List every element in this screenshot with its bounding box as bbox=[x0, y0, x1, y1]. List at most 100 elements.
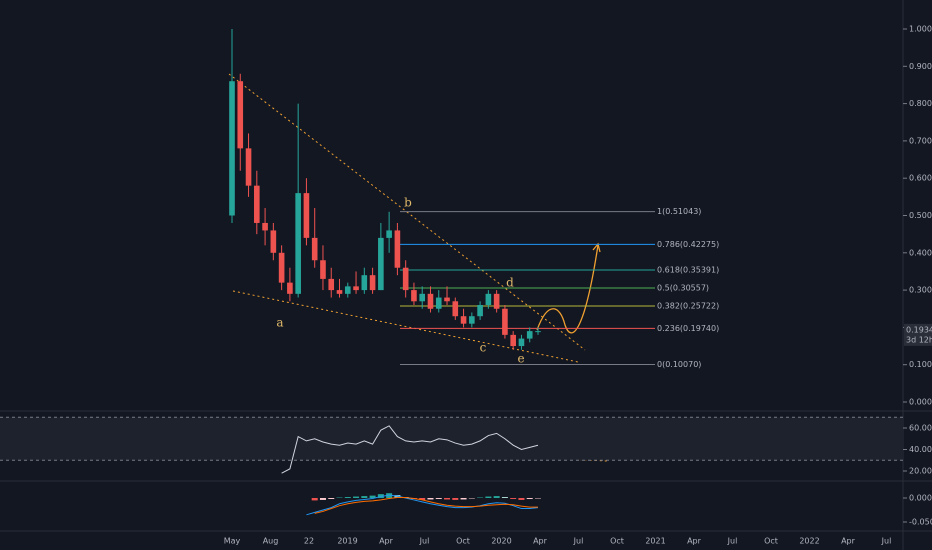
wave-label: b bbox=[404, 196, 412, 210]
macd-bar bbox=[344, 497, 351, 499]
candle-body bbox=[411, 290, 417, 302]
macd-bar bbox=[328, 498, 335, 499]
candle-body bbox=[427, 293, 434, 309]
countdown: 3d 12h bbox=[906, 335, 932, 344]
last-price-box bbox=[904, 323, 932, 346]
candle-body bbox=[353, 286, 359, 291]
y-tick-label: 0.80000 bbox=[909, 99, 932, 108]
x-tick-label: Jul bbox=[881, 537, 892, 546]
x-tick-label: Apr bbox=[687, 537, 702, 546]
candle-body bbox=[452, 301, 459, 317]
fib-label: 0(0.10070) bbox=[657, 360, 701, 369]
macd-bar bbox=[493, 496, 500, 499]
macd-bar bbox=[419, 498, 426, 500]
macd-bar bbox=[510, 498, 517, 499]
y-tick-label: 60.00 bbox=[909, 424, 932, 433]
candle-body bbox=[278, 252, 285, 283]
candle-body bbox=[328, 278, 335, 291]
y-tick-label: 0.10000 bbox=[909, 360, 932, 369]
rsi-line bbox=[281, 425, 539, 474]
x-tick-label: 2021 bbox=[645, 537, 665, 546]
candle-body bbox=[394, 230, 401, 268]
macd-line bbox=[314, 497, 538, 514]
macd-bar bbox=[435, 498, 442, 499]
macd-bar bbox=[485, 496, 492, 499]
y-tick-label: 1.00000 bbox=[909, 25, 932, 34]
macd-bar bbox=[427, 498, 434, 500]
last-price-label: 0.19348 bbox=[906, 325, 932, 334]
candle-body bbox=[419, 293, 426, 302]
x-tick-label: 22 bbox=[304, 537, 314, 546]
y-tick-label: 0.00000 bbox=[909, 398, 932, 407]
y-tick-label: 0.30000 bbox=[909, 286, 932, 295]
macd-line bbox=[306, 494, 539, 516]
x-tick-label: Apr bbox=[533, 537, 548, 546]
candle-body bbox=[320, 260, 326, 279]
macd-bar bbox=[444, 498, 451, 500]
wave-label: e bbox=[517, 352, 524, 366]
candle-body bbox=[369, 275, 376, 291]
macd-bar bbox=[460, 498, 467, 500]
x-tick-label: Aug bbox=[263, 537, 279, 546]
candle-body bbox=[336, 290, 343, 294]
macd-bar bbox=[353, 496, 360, 499]
fib-label: 0.382(0.25722) bbox=[657, 302, 719, 311]
candle-body bbox=[386, 230, 392, 238]
candle-body bbox=[262, 222, 268, 231]
wave-label: a bbox=[276, 316, 283, 330]
x-tick-label: Oct bbox=[456, 537, 470, 546]
trend-line bbox=[232, 290, 579, 363]
x-tick-label: 2022 bbox=[799, 537, 819, 546]
macd-bar bbox=[361, 496, 368, 499]
macd-bar bbox=[311, 498, 318, 501]
candle-body bbox=[469, 316, 475, 324]
y-tick-label: 0.50000 bbox=[909, 211, 932, 220]
candle-body bbox=[361, 275, 368, 291]
y-tick-label: 0.70000 bbox=[909, 136, 932, 145]
macd-bar bbox=[369, 495, 376, 499]
macd-bar bbox=[319, 498, 326, 500]
candle-body bbox=[229, 81, 235, 216]
x-tick-label: Oct bbox=[610, 537, 624, 546]
candle-body bbox=[303, 193, 310, 238]
macd-bar bbox=[452, 498, 459, 500]
rsi-band bbox=[0, 417, 903, 461]
candle-body bbox=[254, 185, 260, 223]
x-tick-label: 2020 bbox=[491, 537, 511, 546]
candle-body bbox=[344, 286, 351, 294]
y-tick-label: -0.05000 bbox=[909, 517, 932, 526]
fib-label: 0.236(0.19740) bbox=[657, 324, 719, 333]
fib-label: 1(0.51043) bbox=[657, 207, 701, 216]
projection-path bbox=[536, 244, 599, 334]
x-tick-label: 2019 bbox=[337, 537, 357, 546]
fib-label: 0.618(0.35391) bbox=[657, 265, 719, 274]
candle-body bbox=[378, 237, 384, 291]
candle-body bbox=[402, 267, 409, 291]
candle-body bbox=[510, 334, 516, 347]
x-tick-label: Oct bbox=[764, 537, 778, 546]
x-tick-label: Jul bbox=[727, 537, 738, 546]
candle-body bbox=[237, 81, 244, 149]
y-tick-label: 0.90000 bbox=[909, 62, 932, 71]
candle-body bbox=[287, 282, 293, 294]
candle-body bbox=[477, 305, 483, 317]
x-tick-label: May bbox=[224, 537, 241, 546]
candle-body bbox=[245, 148, 252, 186]
candle-body bbox=[526, 331, 533, 339]
y-tick-label: 40.00 bbox=[909, 445, 932, 454]
x-tick-label: Apr bbox=[379, 537, 394, 546]
y-tick-label: 0.40000 bbox=[909, 248, 932, 257]
candle-body bbox=[444, 297, 450, 302]
x-tick-label: Jul bbox=[573, 537, 584, 546]
macd-bar bbox=[518, 498, 525, 500]
candle-body bbox=[311, 237, 318, 261]
fib-label: 0.5(0.30557) bbox=[657, 284, 709, 293]
wave-label: c bbox=[480, 341, 487, 355]
candle-body bbox=[535, 331, 541, 333]
x-tick-label: Apr bbox=[841, 537, 856, 546]
candle-body bbox=[295, 193, 301, 294]
wave-label: d bbox=[506, 276, 514, 290]
candle-body bbox=[502, 308, 508, 335]
